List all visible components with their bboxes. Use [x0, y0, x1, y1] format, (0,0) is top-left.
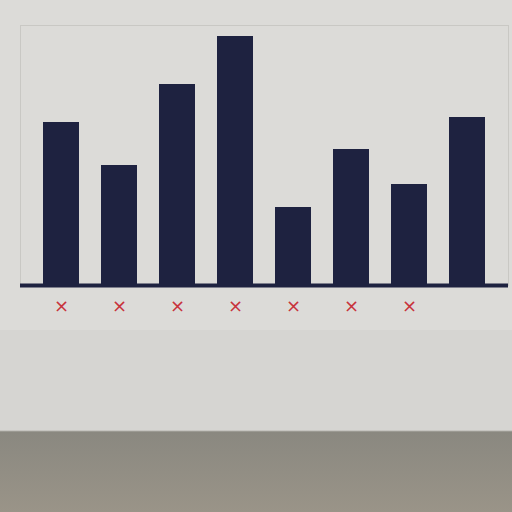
- svg-text:×: ×: [112, 295, 127, 316]
- svg-text:×: ×: [228, 295, 243, 316]
- svg-text:×: ×: [286, 295, 301, 316]
- svg-text:×: ×: [402, 295, 417, 316]
- svg-text:×: ×: [170, 295, 185, 316]
- svg-text:×: ×: [54, 295, 69, 316]
- svg-text:×: ×: [344, 295, 359, 316]
